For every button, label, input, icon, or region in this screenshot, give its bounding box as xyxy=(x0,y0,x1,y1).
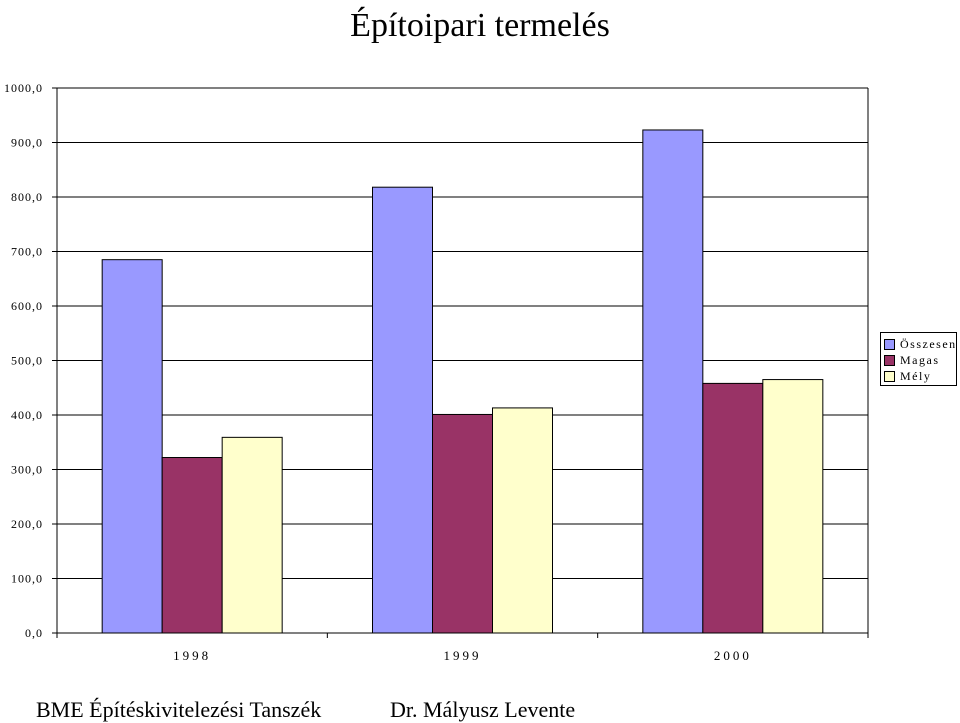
y-tick-label: 800,0 xyxy=(11,190,43,204)
bar-mély-2000 xyxy=(762,379,824,634)
y-tick-label: 200,0 xyxy=(11,517,43,531)
bar-magas-1999 xyxy=(432,413,493,634)
bar-összesen-1998 xyxy=(101,259,163,634)
bar-magas-1998 xyxy=(161,457,223,634)
bar-mély-1999 xyxy=(492,407,553,634)
y-tick-label: 900,0 xyxy=(11,136,43,150)
footer-department: BME Építéskivitelezési Tanszék xyxy=(36,697,322,722)
y-tick-label: 600,0 xyxy=(11,299,43,313)
legend-item-osszesen: Összesen xyxy=(884,336,956,352)
bar-mély-1998 xyxy=(221,436,283,634)
bar-magas-2000 xyxy=(702,382,764,634)
x-tick-label: 1999 xyxy=(444,648,482,663)
y-tick-label: 300,0 xyxy=(11,463,43,477)
y-tick-label: 1000,0 xyxy=(4,81,43,95)
x-tick-label: 2000 xyxy=(714,648,752,663)
legend-label-osszesen: Összesen xyxy=(900,336,957,351)
y-tick-label: 400,0 xyxy=(11,408,43,422)
legend-swatch-osszesen xyxy=(884,338,895,350)
footer-author: Dr. Mályusz Levente xyxy=(390,697,576,722)
legend-label-mely: Mély xyxy=(900,368,932,383)
y-tick-label: 0,0 xyxy=(25,626,43,640)
legend-item-magas: Magas xyxy=(884,352,956,368)
y-tick-label: 100,0 xyxy=(11,572,43,586)
legend-label-magas: Magas xyxy=(900,352,940,367)
bar-összesen-2000 xyxy=(642,129,704,634)
x-tick-label: 1998 xyxy=(173,648,211,663)
bar-összesen-1999 xyxy=(372,186,433,634)
chart-title: Építoipari termelés xyxy=(350,7,610,44)
y-tick-label: 700,0 xyxy=(11,245,43,259)
legend: Összesen Magas Mély xyxy=(880,332,957,386)
legend-swatch-mely xyxy=(884,370,895,382)
legend-swatch-magas xyxy=(884,354,895,366)
legend-item-mely: Mély xyxy=(884,368,956,384)
y-tick-label: 500,0 xyxy=(11,354,43,368)
